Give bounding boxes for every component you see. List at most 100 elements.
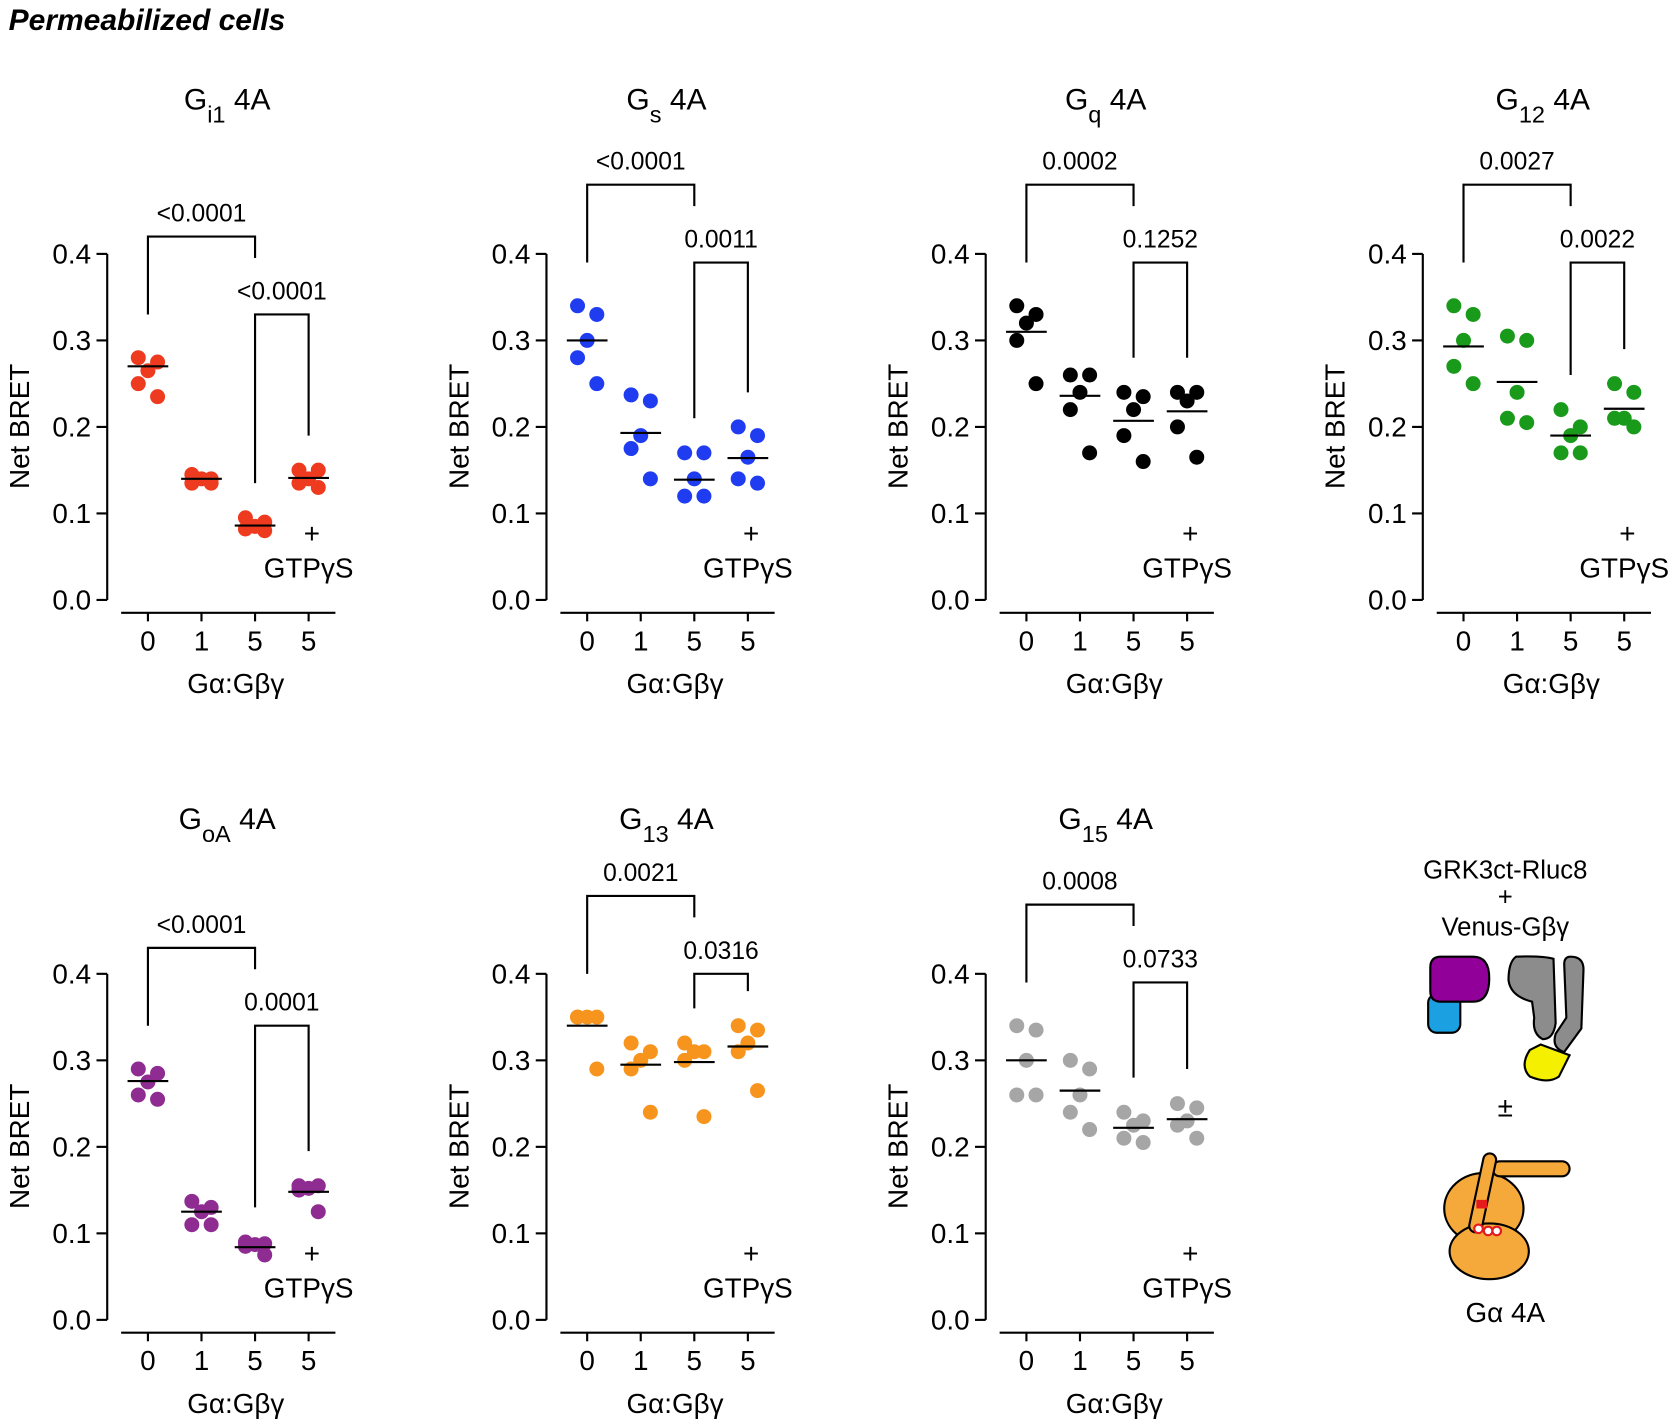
data-point	[130, 1087, 146, 1103]
y-tick-label: 0.2	[931, 412, 970, 443]
data-point	[1009, 1018, 1025, 1034]
title-part: i1	[207, 101, 225, 127]
data-point	[1499, 410, 1515, 426]
annotation: +	[1182, 518, 1198, 549]
data-point	[1509, 384, 1525, 400]
annotation: GTPγS	[1142, 1272, 1232, 1303]
p-value: 0.0021	[603, 860, 678, 887]
ggamma-shape	[1553, 955, 1585, 1054]
title-part: G	[184, 83, 207, 116]
data-point	[1189, 1100, 1205, 1116]
x-tick-label: 1	[1072, 1345, 1088, 1376]
annotation: GTPγS	[264, 1272, 354, 1303]
x-tick-label: 5	[1563, 625, 1579, 656]
data-point	[1028, 376, 1044, 392]
y-axis-label: Net BRET	[4, 1084, 35, 1209]
mutation-mark	[1482, 1225, 1494, 1237]
y-tick-label: 0.4	[1368, 239, 1407, 270]
x-tick-label: 1	[633, 625, 649, 656]
panel: Gi1 4A 0.0 0.1 0.2 0.3 0.4 Net BRET 0 1 5 5 Gα:Gβγ +…	[4, 83, 353, 699]
data-point	[1607, 410, 1623, 426]
x-tick-label: 5	[687, 1345, 703, 1376]
p-value: <0.0001	[596, 149, 686, 176]
data-point	[291, 1182, 307, 1198]
comparison-bracket	[586, 894, 696, 974]
comparison-bracket	[1025, 903, 1135, 983]
data-point	[1009, 332, 1025, 348]
galpha-helix	[1491, 1160, 1571, 1178]
y-tick-label: 0.2	[52, 1131, 91, 1162]
data-point	[1062, 1052, 1078, 1068]
data-point	[730, 1018, 746, 1034]
data-point	[310, 462, 326, 478]
annotation: GTPγS	[264, 552, 354, 583]
y-tick-label: 0.2	[492, 412, 531, 443]
x-tick-label: 0	[1019, 625, 1035, 656]
x-axis-label: Gα:Gβγ	[1066, 668, 1163, 699]
data-point	[1116, 1104, 1132, 1120]
data-point	[1189, 1130, 1205, 1146]
data-point	[570, 350, 586, 366]
data-point	[1135, 389, 1151, 405]
y-tick-label: 0.3	[931, 325, 970, 356]
title-part: q	[1088, 101, 1101, 127]
data-point	[1572, 419, 1588, 435]
data-point	[257, 1247, 273, 1263]
x-tick-label: 1	[1072, 625, 1088, 656]
title-part: 4A	[669, 803, 714, 836]
data-point	[1072, 384, 1088, 400]
data-point	[623, 387, 639, 403]
data-point	[677, 1035, 693, 1051]
data-point	[1028, 1087, 1044, 1103]
title-part: G	[619, 803, 642, 836]
y-tick-label: 0.1	[492, 1218, 531, 1249]
y-tick-label: 0.2	[492, 1131, 531, 1162]
data-point	[1607, 376, 1623, 392]
data-point	[589, 1061, 605, 1077]
title-part: 4A	[1545, 83, 1590, 116]
title-part: 12	[1519, 101, 1545, 127]
data-point	[1465, 306, 1481, 322]
y-tick-label: 0.0	[492, 1305, 531, 1336]
annotation: +	[743, 1238, 759, 1269]
y-tick-label: 0.0	[492, 585, 531, 616]
data-point	[1028, 306, 1044, 322]
diagram-label: Venus-Gβγ	[1441, 913, 1569, 941]
data-point	[1626, 384, 1642, 400]
page-title: Permeabilized cells	[9, 4, 286, 37]
data-point	[1465, 376, 1481, 392]
data-point	[633, 428, 649, 444]
y-tick-label: 0.2	[52, 412, 91, 443]
panel-title: Gi1 4A	[184, 83, 271, 127]
mutation-mark	[1473, 1223, 1484, 1235]
data-point	[677, 488, 693, 504]
data-point	[750, 1022, 766, 1038]
grk-shape	[1429, 955, 1491, 1003]
diagram-label: GRK3ct-Rluc8	[1423, 856, 1587, 884]
data-point	[1446, 358, 1462, 374]
x-tick-label: 5	[1179, 1345, 1195, 1376]
p-value: 0.0027	[1479, 149, 1554, 176]
data-point	[1082, 1061, 1098, 1077]
comparison-bracket	[253, 1024, 310, 1208]
comparison-bracket	[1132, 981, 1189, 1078]
x-tick-label: 5	[247, 625, 263, 656]
data-point	[1169, 419, 1185, 435]
diagram-label: ±	[1498, 1091, 1513, 1122]
annotation: +	[304, 518, 320, 549]
x-axis-label: Gα:Gβγ	[626, 668, 723, 699]
y-tick-label: 0.3	[52, 325, 91, 356]
data-point	[237, 521, 253, 537]
x-tick-label: 0	[140, 625, 156, 656]
y-tick-label: 0.4	[492, 239, 531, 270]
diagram: GRK3ct-Rluc8 + Venus-Gβγ ± Gα 4A	[1423, 856, 1587, 1328]
y-axis-label: Net BRET	[4, 364, 35, 489]
data-point	[570, 298, 586, 314]
x-axis-label: Gα:Gβγ	[626, 1388, 723, 1419]
data-point	[623, 1035, 639, 1051]
x-axis-label: Gα:Gβγ	[1066, 1388, 1163, 1419]
data-point	[1626, 419, 1642, 435]
comparison-bracket	[1132, 261, 1189, 358]
data-point	[150, 1065, 166, 1081]
